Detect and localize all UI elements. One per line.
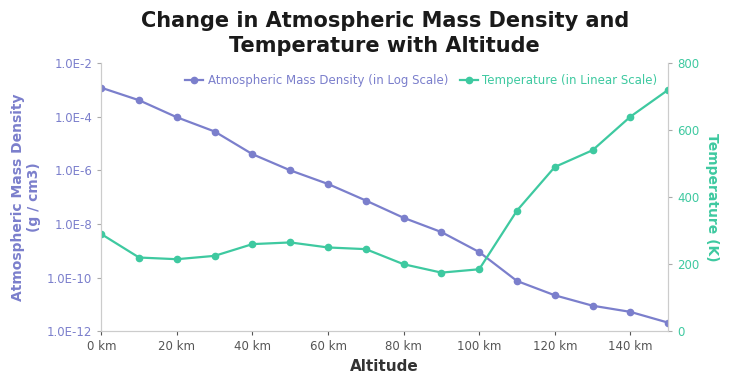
Atmospheric Mass Density (in Log Scale) — [437, 230, 446, 234]
Temperature (in Linear Scale) — [399, 262, 408, 266]
Atmospheric Mass Density (in Log Scale) — [550, 293, 559, 298]
Atmospheric Mass Density (in Log Scale) — [664, 320, 672, 325]
Atmospheric Mass Density (in Log Scale) — [361, 198, 370, 203]
Line: Temperature (in Linear Scale): Temperature (in Linear Scale) — [98, 87, 672, 276]
Temperature (in Linear Scale) — [97, 232, 106, 236]
Atmospheric Mass Density (in Log Scale) — [626, 310, 635, 314]
Legend: Atmospheric Mass Density (in Log Scale), Temperature (in Linear Scale): Atmospheric Mass Density (in Log Scale),… — [180, 69, 662, 91]
Line: Atmospheric Mass Density (in Log Scale): Atmospheric Mass Density (in Log Scale) — [98, 85, 672, 326]
Title: Change in Atmospheric Mass Density and
Temperature with Altitude: Change in Atmospheric Mass Density and T… — [141, 11, 629, 56]
Temperature (in Linear Scale) — [323, 245, 332, 250]
Temperature (in Linear Scale) — [286, 240, 295, 245]
Atmospheric Mass Density (in Log Scale) — [474, 250, 483, 254]
Y-axis label: Atmospheric Mass Density
(g / cm3): Atmospheric Mass Density (g / cm3) — [11, 94, 42, 301]
Temperature (in Linear Scale) — [248, 242, 257, 246]
Y-axis label: Temperature (K): Temperature (K) — [705, 133, 719, 261]
Atmospheric Mass Density (in Log Scale) — [323, 182, 332, 186]
Atmospheric Mass Density (in Log Scale) — [286, 168, 295, 172]
Atmospheric Mass Density (in Log Scale) — [588, 303, 597, 308]
Atmospheric Mass Density (in Log Scale) — [134, 98, 143, 102]
Atmospheric Mass Density (in Log Scale) — [210, 129, 219, 134]
Temperature (in Linear Scale) — [172, 257, 181, 261]
Temperature (in Linear Scale) — [664, 87, 672, 92]
Temperature (in Linear Scale) — [210, 254, 219, 258]
X-axis label: Altitude: Altitude — [350, 359, 419, 374]
Temperature (in Linear Scale) — [626, 114, 635, 119]
Temperature (in Linear Scale) — [437, 270, 446, 275]
Temperature (in Linear Scale) — [512, 208, 521, 213]
Temperature (in Linear Scale) — [474, 267, 483, 271]
Atmospheric Mass Density (in Log Scale) — [512, 279, 521, 283]
Atmospheric Mass Density (in Log Scale) — [97, 85, 106, 90]
Temperature (in Linear Scale) — [588, 148, 597, 152]
Atmospheric Mass Density (in Log Scale) — [248, 152, 257, 156]
Atmospheric Mass Density (in Log Scale) — [172, 115, 181, 120]
Temperature (in Linear Scale) — [134, 255, 143, 260]
Atmospheric Mass Density (in Log Scale) — [399, 216, 408, 220]
Temperature (in Linear Scale) — [361, 247, 370, 251]
Temperature (in Linear Scale) — [550, 165, 559, 169]
